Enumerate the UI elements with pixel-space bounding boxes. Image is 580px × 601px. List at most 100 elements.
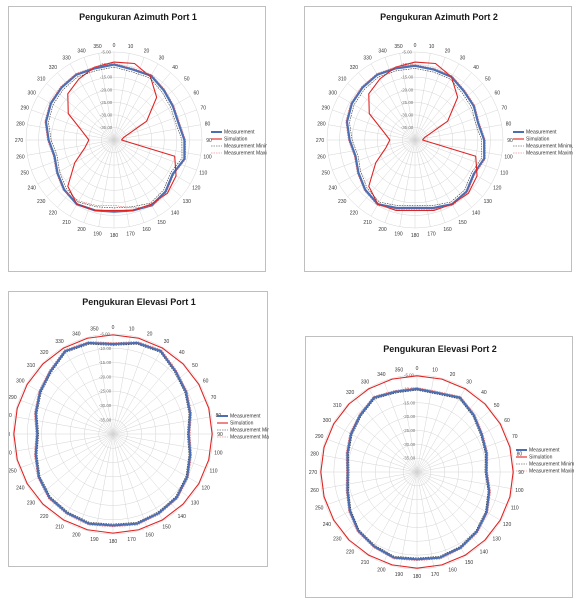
radial-tick-label: -20.00 — [401, 87, 414, 92]
series-simulation — [67, 61, 177, 211]
angle-tick-label: 110 — [500, 170, 508, 176]
grid-spoke — [370, 63, 416, 141]
angle-tick-label: 20 — [144, 49, 150, 55]
angle-tick-label: 190 — [93, 231, 102, 237]
angle-tick-label: 250 — [322, 170, 331, 176]
angle-tick-label: 350 — [93, 44, 102, 50]
angle-tick-label: 150 — [465, 560, 474, 566]
angle-tick-label: 220 — [49, 211, 58, 217]
angle-tick-label: 120 — [192, 185, 201, 191]
radial-tick-label: -10.00 — [401, 62, 414, 67]
radial-tick-label: -20.00 — [99, 374, 112, 379]
chart-title: Pengukuran Azimuth Port 1 — [79, 12, 197, 22]
angle-tick-label: 10 — [129, 326, 135, 332]
grid-spoke — [416, 454, 513, 473]
grid-spoke — [399, 471, 418, 568]
angle-tick-label: 50 — [494, 403, 500, 409]
grid-spoke — [325, 471, 418, 506]
angle-tick-label: 210 — [62, 220, 71, 226]
angle-tick-label: 220 — [40, 514, 49, 520]
grid-spoke — [383, 380, 418, 473]
legend-label: Simulation — [526, 137, 550, 143]
angle-tick-label: 180 — [413, 574, 422, 580]
grid-spoke — [368, 471, 418, 557]
angle-tick-label: 40 — [481, 390, 487, 396]
grid-spoke — [98, 139, 115, 227]
radial-tick-label: -20.00 — [403, 414, 416, 419]
angle-tick-label: 30 — [164, 339, 170, 345]
angle-tick-label: 350 — [394, 44, 403, 50]
grid-spoke — [332, 471, 418, 521]
grid-spoke — [112, 339, 148, 435]
grid-spoke — [14, 416, 114, 435]
angle-tick-label: 230 — [333, 537, 342, 543]
angle-tick-label: 340 — [377, 372, 386, 378]
grid-spoke — [416, 471, 492, 535]
grid-spoke — [48, 357, 114, 435]
grid-spoke — [416, 438, 509, 473]
grid-spoke — [416, 423, 502, 473]
angle-tick-label: 40 — [179, 350, 185, 356]
angle-tick-label: 350 — [395, 367, 404, 373]
grid-spoke — [414, 72, 472, 141]
angle-tick-label: 0 — [113, 43, 116, 49]
angle-tick-label: 150 — [157, 220, 166, 226]
angle-tick-label: 60 — [504, 418, 510, 424]
angle-tick-label: 200 — [378, 227, 387, 233]
angle-tick-label: 0 — [414, 43, 417, 49]
radial-tick-label: -15.00 — [99, 360, 112, 365]
angle-tick-label: 320 — [346, 390, 355, 396]
grid-spoke — [27, 124, 115, 141]
angle-tick-label: 290 — [322, 105, 331, 111]
radial-tick-label: -15.00 — [100, 75, 113, 80]
grid-spoke — [57, 139, 115, 208]
angle-tick-label: 140 — [472, 211, 481, 217]
radial-tick-label: -5.00 — [101, 50, 112, 55]
grid-spoke — [62, 347, 114, 435]
angle-tick-label: 280 — [16, 121, 25, 127]
angle-tick-label: 50 — [184, 77, 190, 83]
grid-spoke — [414, 139, 492, 185]
series-measurement-minimum — [36, 344, 190, 525]
angle-tick-label: 300 — [329, 90, 338, 96]
grid-spoke — [325, 438, 418, 473]
grid-spoke — [342, 409, 418, 473]
radial-tick-label: -5.00 — [404, 373, 415, 378]
radial-tick-label: -20.00 — [100, 87, 113, 92]
radial-tick-label: -35.00 — [100, 125, 113, 130]
angle-tick-label: 210 — [363, 220, 372, 226]
angle-tick-label: 300 — [16, 378, 25, 384]
grid-spoke — [113, 72, 171, 141]
angle-tick-label: 100 — [515, 488, 524, 494]
series-simulation — [13, 334, 213, 534]
angle-tick-label: 280 — [9, 413, 12, 419]
series-simulation — [320, 375, 514, 569]
legend-label: Measurement Maximum — [224, 151, 267, 157]
grid-spoke — [112, 433, 178, 511]
grid-spoke — [414, 139, 431, 227]
grid-spoke — [416, 387, 466, 473]
grid-spoke — [18, 433, 114, 469]
angle-tick-label: 250 — [9, 468, 17, 474]
grid-spoke — [112, 416, 212, 435]
radial-tick-label: -25.00 — [403, 428, 416, 433]
grid-spoke — [414, 139, 498, 171]
radial-tick-label: -25.00 — [100, 100, 113, 105]
chart-title: Pengukuran Elevasi Port 2 — [383, 344, 497, 354]
angle-tick-label: 210 — [55, 524, 64, 530]
grid-spoke — [78, 339, 114, 435]
polar-chart-4: Pengukuran Elevasi Port 2 0 10 20 30 40 50 60 70… — [309, 344, 574, 580]
grid-spoke — [384, 139, 416, 223]
radial-tick-label: -5.00 — [402, 50, 413, 55]
grid-spoke — [399, 376, 418, 473]
grid-spoke — [416, 409, 492, 473]
grid-spoke — [31, 109, 115, 141]
grid-spoke — [416, 471, 435, 568]
angle-tick-label: 200 — [72, 532, 81, 538]
angle-tick-label: 70 — [501, 105, 507, 111]
angle-tick-label: 240 — [16, 485, 25, 491]
grid-spoke — [321, 471, 418, 490]
angle-tick-label: 190 — [394, 231, 403, 237]
grid-spoke — [332, 109, 416, 141]
radial-tick-label: -25.00 — [99, 389, 112, 394]
